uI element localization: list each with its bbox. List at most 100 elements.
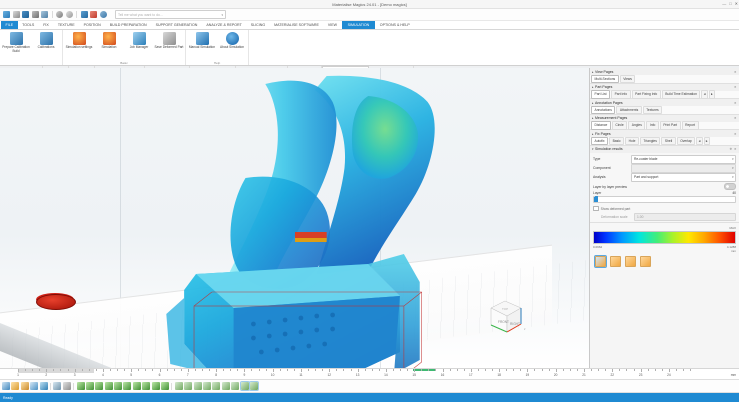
section-tab[interactable]: Part Info [611,90,631,99]
solid-icon[interactable] [62,382,71,390]
section-tab[interactable]: Report [681,121,699,130]
close-icon[interactable]: ✕ [734,1,738,6]
marker-e-icon[interactable] [212,382,221,390]
ribbon-tab-tools[interactable]: TOOLS [22,23,35,27]
chevron-down-icon[interactable]: ▾ [732,157,734,162]
legend-style-1-icon[interactable] [594,255,607,269]
support-gusset-icon[interactable] [104,382,113,390]
section-header-measurement-pages[interactable]: ▸ Measurement Pages ✕ [590,114,739,122]
marker-c-icon[interactable] [193,382,202,390]
section-actions[interactable]: ✣ ✕ [729,147,737,151]
section-tab[interactable]: Hole [625,136,639,145]
chevron-down-icon[interactable]: ▾ [732,166,734,171]
zoom-in-icon[interactable] [2,382,10,390]
section-tab[interactable]: Triangles [639,136,661,145]
deformation-scale-input[interactable]: 1.00 [634,212,736,222]
ribbon-tab-simulation[interactable]: SIMULATION [341,21,376,29]
ribbon-tab-build-preparation[interactable]: BUILD PREPARATION [109,23,147,27]
section-close-icon[interactable]: ✕ [733,69,737,74]
list-icon[interactable] [41,11,48,18]
section-tab[interactable]: Shell [661,136,676,145]
support-web-icon[interactable] [123,382,132,390]
ribbon-button-simulation-settings[interactable]: Simulation settings [64,30,94,50]
ribbon-tab-analyze-report[interactable]: ANALYZE & REPORT [206,23,242,27]
ribbon-tab-view[interactable]: VIEW [327,23,338,27]
ribbon-tab-texture[interactable]: TEXTURE [57,23,75,27]
search-input[interactable]: Tell me what you want to do... ▾ [115,10,226,19]
chevron-right-icon[interactable]: ▸ [592,116,594,120]
ribbon-button-about-simulation[interactable]: About Simulation [217,30,247,50]
section-tab[interactable]: Part Fixing Info [631,90,661,99]
support-point-icon[interactable] [132,382,141,390]
support-block-icon[interactable] [85,382,94,390]
ribbon-tab-materialise-software[interactable]: MATERIALISE SOFTWARE [274,23,319,27]
zoom-fit-icon[interactable] [30,382,39,390]
section-tab[interactable]: Build Time Estimation [661,90,701,99]
section-header-view-pages[interactable]: ▸ View Pages ✕ [590,68,739,75]
grid-icon[interactable] [80,11,88,18]
zoom-area-icon[interactable] [11,382,20,390]
section-tab[interactable]: Part List [591,90,611,99]
show-deformed-checkbox[interactable] [593,205,599,212]
ribbon-button-prepare-calibration-build[interactable]: Prepare Calibration Build [1,30,31,54]
section-close-icon[interactable]: ✕ [733,85,737,89]
section-tab[interactable]: Multi-Sections [591,74,619,83]
marker-i-icon[interactable] [248,381,259,391]
section-tab[interactable]: Angles [628,121,646,130]
ribbon-tab-options-help[interactable]: OPTIONS & HELP [379,23,410,27]
chevron-right-icon[interactable]: ▸ [592,100,594,105]
section-tab[interactable]: ◂ [696,136,703,145]
section-tab[interactable]: Attachments [616,105,642,114]
section-tab[interactable]: Circle [611,121,628,130]
shade-icon[interactable] [53,382,62,390]
save-icon[interactable] [22,11,29,18]
marker-g-icon[interactable] [231,382,240,390]
undo-icon[interactable] [56,11,63,18]
legend-style-3-icon[interactable] [625,256,636,268]
ribbon-tab-support-generation[interactable]: SUPPORT GENERATION [155,23,198,27]
marker-h-icon[interactable] [239,381,250,391]
rotate-icon[interactable] [39,382,48,390]
delete-icon[interactable] [90,11,97,18]
field-dropdown-analysis[interactable]: Part and support ▾ [631,173,736,182]
ribbon-button-calibrations[interactable]: Calibrations [31,30,61,50]
view-orientation-cube[interactable]: FRONT RIGHT TOP z [481,296,529,338]
section-close-icon[interactable]: ✕ [733,100,737,105]
section-tab[interactable]: Overlap [676,136,696,145]
show-deformed-row[interactable]: Show deformed part [593,205,736,212]
legend-style-2-icon[interactable] [610,256,621,268]
layer-slider[interactable] [593,195,736,203]
chevron-right-icon[interactable]: ▸ [592,131,594,136]
ruler[interactable]: mm 1 2 3 4 5 6 7 8 9 10 11 12 13 14 15 16 17 18 19 20 21 22 23… [0,368,739,380]
marker-d-icon[interactable] [202,382,211,390]
ribbon-tab-file[interactable]: FILE [1,21,18,29]
section-tab[interactable]: Autofix [591,136,609,145]
section-header-annotation-pages[interactable]: ▸ Annotation Pages ✕ [590,99,739,106]
section-tab[interactable]: Textures [642,105,663,114]
support-cone-icon[interactable] [76,382,85,390]
zoom-icon[interactable] [99,11,107,18]
ribbon-button-manual-simulation[interactable]: Manual Simulation [187,30,217,50]
chevron-right-icon[interactable]: ▸ [592,69,594,74]
section-header-part-pages[interactable]: ▸ Part Pages ✕ [590,83,739,91]
support-line-icon[interactable] [95,382,104,390]
marker-f-icon[interactable] [221,382,230,390]
ribbon-button-save-deformed-part[interactable]: Save Deformed Part [154,30,184,50]
support-volume-icon[interactable] [151,382,160,390]
marker-a-icon[interactable] [174,382,183,390]
section-tab[interactable]: ▸ [708,90,715,99]
chevron-right-icon[interactable]: ▸ [592,85,594,89]
section-tab[interactable]: ▸ [703,136,710,145]
minimize-icon[interactable]: — [722,1,727,6]
section-tab[interactable]: Basic [609,136,625,145]
section-tab[interactable]: Distance [591,121,611,130]
ribbon-tab-position[interactable]: POSITION [83,23,101,27]
section-header-fix-pages[interactable]: ▸ Fix Pages ✕ [590,130,739,137]
new-icon[interactable] [3,11,10,18]
support-cluster-icon[interactable] [161,382,170,390]
section-tab[interactable]: Annotations [591,105,616,114]
support-contour-icon[interactable] [142,382,151,390]
section-tab[interactable]: Print Part [659,121,681,130]
maximize-icon[interactable]: □ [729,1,732,6]
ribbon-tab-slicing[interactable]: SLICING [250,23,266,27]
